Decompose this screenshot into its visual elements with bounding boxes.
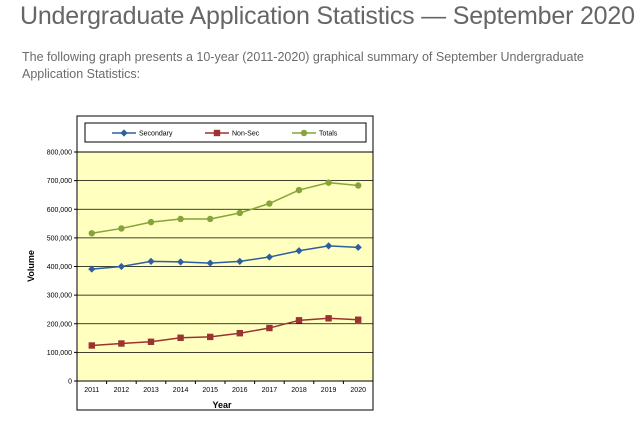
series-non-sec xyxy=(88,315,362,349)
data-point-totals xyxy=(207,215,214,223)
y-tick-label: 600,000 xyxy=(47,207,72,214)
data-point-non-sec xyxy=(355,316,362,323)
data-point-totals xyxy=(325,179,332,186)
legend-marker xyxy=(213,129,221,137)
y-tick-label: 700,000 xyxy=(47,178,72,185)
data-point-secondary xyxy=(295,247,303,255)
data-point-non-sec xyxy=(118,340,125,347)
data-point-non-sec xyxy=(295,317,303,324)
y-tick-label: 300,000 xyxy=(47,293,72,300)
y-tick-label: 800,000 xyxy=(47,150,72,157)
page-title: Undergraduate Application Statistics — S… xyxy=(20,2,635,30)
legend-marker xyxy=(120,129,128,137)
series-line-totals xyxy=(91,181,359,235)
data-point-secondary xyxy=(147,257,155,265)
data-point-non-sec xyxy=(266,324,273,332)
legend: Secondary Non-Sec Totals xyxy=(112,129,338,138)
data-point-secondary xyxy=(177,258,185,266)
data-point-secondary xyxy=(325,242,333,250)
gridlines xyxy=(77,180,373,353)
series-line-non-sec xyxy=(91,317,359,347)
data-point-totals xyxy=(118,225,125,232)
y-tick-label: 100,000 xyxy=(47,350,72,357)
x-tick-label: 2018 xyxy=(291,387,307,394)
legend-item-non-sec: Non-Sec xyxy=(205,129,260,138)
data-point-totals xyxy=(236,209,243,217)
data-point-secondary xyxy=(88,265,96,273)
x-tick-label: 2016 xyxy=(232,387,248,394)
data-point-totals xyxy=(147,218,155,226)
x-tick-label: 2011 xyxy=(84,387,99,394)
data-point-non-sec xyxy=(88,342,95,349)
data-point-secondary xyxy=(206,259,214,267)
data-point-non-sec xyxy=(236,329,243,337)
data-point-secondary xyxy=(354,243,362,251)
data-point-non-sec xyxy=(147,338,155,345)
x-tick-label: 2019 xyxy=(321,387,337,394)
y-tick-label: 400,000 xyxy=(47,264,72,271)
data-point-totals xyxy=(177,215,184,223)
x-tick-label: 2013 xyxy=(143,387,159,394)
y-tick-label: 0 xyxy=(68,379,72,386)
legend-marker xyxy=(300,129,308,137)
axes: 0 100,000 200,000 300,000 400,000 500,000 600,… xyxy=(47,150,374,394)
x-axis-title: Year xyxy=(212,400,232,410)
legend-label: Non-Sec xyxy=(232,131,260,138)
x-tick-label: 2020 xyxy=(350,387,366,394)
x-tick-label: 2015 xyxy=(202,387,218,394)
data-point-non-sec xyxy=(207,333,214,341)
legend-item-totals: Totals xyxy=(292,129,338,138)
intro-text: The following graph presents a 10-year (… xyxy=(22,50,584,81)
data-point-secondary xyxy=(265,253,273,261)
legend-label: Totals xyxy=(319,131,338,138)
y-axis-title: Volume xyxy=(26,250,36,282)
data-point-non-sec xyxy=(325,315,332,322)
y-tick-label: 200,000 xyxy=(47,321,72,328)
series-totals xyxy=(88,179,362,237)
data-point-totals xyxy=(88,230,96,237)
data-point-totals xyxy=(266,200,273,207)
legend-item-secondary: Secondary xyxy=(112,129,173,138)
x-tick-label: 2014 xyxy=(173,387,189,394)
x-tick-label: 2012 xyxy=(114,387,130,394)
x-tick-label: 2017 xyxy=(262,387,278,394)
legend-label: Secondary xyxy=(139,131,173,138)
series-group xyxy=(88,179,362,349)
data-point-totals xyxy=(295,186,303,194)
series-secondary xyxy=(88,242,362,273)
data-point-secondary xyxy=(236,257,244,265)
series-line-secondary xyxy=(91,245,359,270)
y-tick-label: 500,000 xyxy=(47,235,72,242)
data-point-non-sec xyxy=(177,334,184,341)
data-point-secondary xyxy=(117,262,125,271)
data-point-totals xyxy=(355,182,362,189)
